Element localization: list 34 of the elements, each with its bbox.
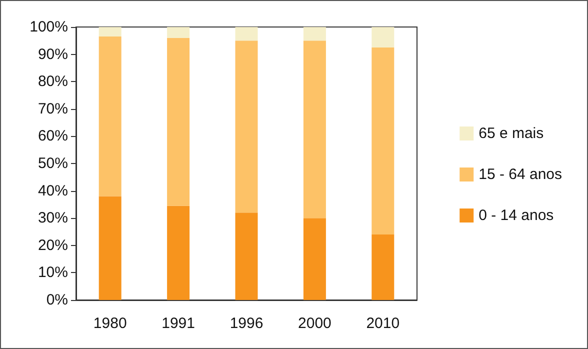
y-tick-label: 70% [38, 100, 68, 118]
bar [235, 27, 258, 41]
y-tick-label: 0% [46, 292, 68, 308]
y-tick-label: 60% [38, 128, 68, 145]
x-tick-label: 2000 [298, 315, 332, 332]
bar [372, 234, 394, 300]
x-tick-label: 1996 [230, 315, 264, 332]
y-tick-label: 100% [30, 18, 68, 36]
x-tick-label: 1980 [93, 315, 127, 332]
bar [303, 27, 326, 41]
bar [372, 47, 394, 234]
y-tick-label: 20% [38, 236, 68, 254]
bar [167, 27, 190, 38]
y-tick-label: 90% [38, 46, 68, 63]
bar [167, 38, 190, 206]
bar [167, 206, 190, 300]
x-tick-label: 1991 [162, 315, 195, 332]
y-tick-label: 80% [38, 73, 68, 90]
legend-label: 65 e mais [478, 125, 544, 142]
bar [98, 196, 122, 300]
bar [372, 27, 394, 48]
y-tick-label: 10% [38, 264, 68, 282]
x-tick-label: 2010 [366, 315, 400, 332]
legend-label: 0 - 14 anos [478, 207, 554, 224]
bar [98, 27, 122, 37]
y-tick-label: 30% [38, 210, 68, 227]
bar [235, 40, 258, 213]
bar [303, 40, 326, 218]
y-tick-label: 40% [38, 182, 68, 200]
bar [98, 36, 122, 196]
y-tick-label: 50% [38, 155, 68, 172]
bar [303, 218, 326, 300]
legend-label: 15 - 64 anos [478, 166, 562, 183]
bar [235, 212, 258, 300]
